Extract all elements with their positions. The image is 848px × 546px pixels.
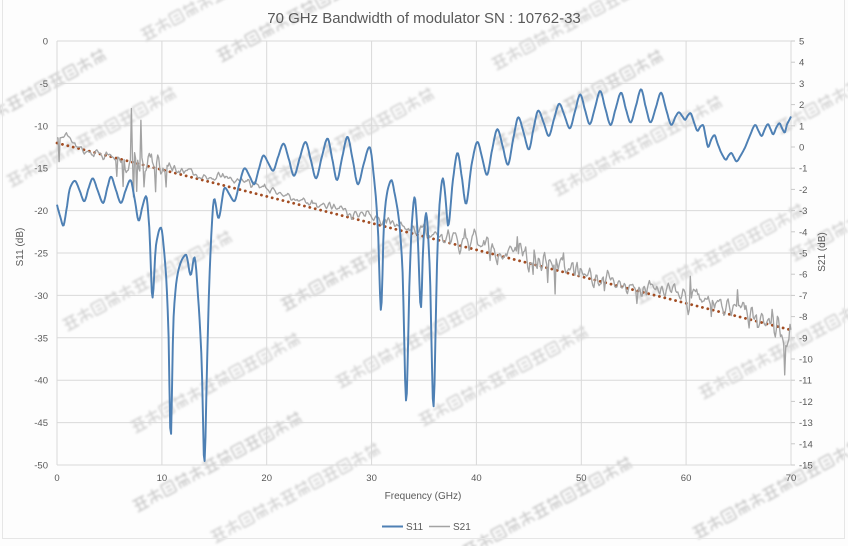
svg-text:-12: -12 <box>799 397 813 408</box>
svg-text:S21 (dB): S21 (dB) <box>817 232 828 271</box>
svg-text:-15: -15 <box>34 164 48 175</box>
svg-text:-7: -7 <box>799 291 807 302</box>
svg-text:-14: -14 <box>799 439 813 450</box>
svg-text:-3: -3 <box>799 206 807 217</box>
svg-text:0: 0 <box>43 37 48 48</box>
svg-text:S11 (dB): S11 (dB) <box>15 228 26 267</box>
svg-text:-10: -10 <box>34 121 48 132</box>
svg-text:-35: -35 <box>34 333 48 344</box>
svg-text:-1: -1 <box>799 164 807 175</box>
svg-text:-10: -10 <box>799 355 813 366</box>
svg-text:60: 60 <box>681 473 692 484</box>
svg-text:50: 50 <box>576 473 587 484</box>
svg-text:-9: -9 <box>799 333 807 344</box>
svg-text:0: 0 <box>54 473 59 484</box>
svg-text:-15: -15 <box>799 461 813 472</box>
svg-text:-50: -50 <box>34 461 48 472</box>
svg-text:-2: -2 <box>799 185 807 196</box>
svg-text:-20: -20 <box>34 206 48 217</box>
svg-text:-5: -5 <box>799 249 807 260</box>
svg-text:-45: -45 <box>34 418 48 429</box>
svg-text:S21: S21 <box>453 522 471 533</box>
svg-text:-11: -11 <box>799 376 812 387</box>
svg-text:-5: -5 <box>40 79 48 90</box>
svg-text:70 GHz Bandwidth of modulator: 70 GHz Bandwidth of modulator SN : 10762… <box>267 10 581 27</box>
svg-text:-13: -13 <box>799 418 813 429</box>
svg-text:2: 2 <box>799 100 804 111</box>
svg-text:-8: -8 <box>799 312 807 323</box>
svg-text:20: 20 <box>261 473 272 484</box>
svg-text:-30: -30 <box>34 291 48 302</box>
svg-text:-25: -25 <box>34 249 48 260</box>
svg-text:5: 5 <box>799 37 804 48</box>
svg-text:1: 1 <box>799 121 804 132</box>
svg-text:S11: S11 <box>406 522 423 533</box>
svg-text:10: 10 <box>157 473 168 484</box>
svg-text:3: 3 <box>799 79 804 90</box>
svg-text:Frequency (GHz): Frequency (GHz) <box>385 491 462 502</box>
svg-text:4: 4 <box>799 58 804 69</box>
svg-text:-4: -4 <box>799 227 807 238</box>
svg-text:0: 0 <box>799 143 804 154</box>
svg-text:-6: -6 <box>799 270 807 281</box>
svg-text:-40: -40 <box>34 376 48 387</box>
svg-text:30: 30 <box>366 473 377 484</box>
svg-text:70: 70 <box>786 473 797 484</box>
svg-text:40: 40 <box>471 473 482 484</box>
